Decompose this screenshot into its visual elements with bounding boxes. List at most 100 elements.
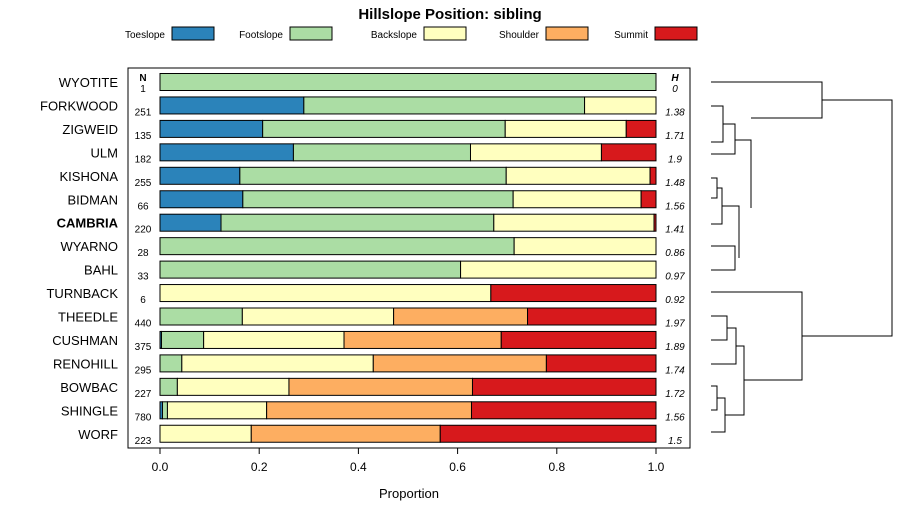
h-value: 1.5 [668,436,682,447]
n-value: 182 [135,154,152,165]
bar-segment-backslope [460,260,657,279]
n-value: 28 [137,248,149,259]
h-column-header: H [671,73,679,84]
dendrogram-branch [735,139,752,208]
bar-segment-backslope [181,354,374,373]
dendrogram-branch [711,315,728,341]
n-value: 6 [140,295,146,306]
x-tick-label: 0.8 [548,460,565,474]
chart-title: Hillslope Position: sibling [358,6,541,23]
row-label: THEEDLE [58,310,118,325]
bar-row: ZIGWEID 135 1.71 [62,119,685,142]
dendrogram [711,81,893,433]
dendrogram-branch [711,327,737,365]
bar-segment-summit [470,401,657,420]
bar-row: WYARNO 28 0.86 [60,237,685,259]
bar-row: BOWBAC 227 1.72 [60,377,685,400]
h-value: 1.72 [665,389,685,400]
bar-segment-backslope [504,119,627,138]
legend-label: Footslope [239,30,283,41]
legend: Toeslope Footslope Backslope Shoulder Summit [125,26,698,41]
n-value: 295 [135,365,152,376]
h-value: 0 [672,84,678,95]
bar-segment-summit [653,213,657,232]
bar-row: RENOHILL 295 1.74 [53,354,685,376]
h-value: 1.41 [665,225,684,236]
bar-segment-summit [640,190,657,209]
n-value: 780 [135,412,152,423]
n-value: 223 [135,436,152,447]
h-value: 0.86 [665,248,685,259]
row-label: FORKWOOD [40,98,118,113]
bar-segment-summit [649,166,657,185]
plot-frame [127,67,691,449]
row-label: BIDMAN [67,192,118,207]
legend-swatch [289,26,333,41]
x-tick-label: 0.4 [350,460,367,474]
bar-segment-toeslope [159,190,244,209]
x-tick-label: 0.2 [251,460,268,474]
n-value: 440 [135,319,152,330]
row-label: RENOHILL [53,356,118,371]
bar-segment-summit [490,284,657,303]
legend-label: Shoulder [499,30,540,41]
dendrogram-branch [711,177,718,199]
bar-segment-summit [545,354,657,373]
bar-segment-toeslope [159,143,294,162]
bar-row: KISHONA 255 1.48 [59,166,685,189]
dendrogram-branch [711,245,736,271]
bar-segment-backslope [584,96,657,115]
bar-segment-summit [600,143,657,162]
bar-segment-toeslope [159,119,264,138]
bar-segment-shoulder [288,377,473,396]
bar-segment-summit [527,307,657,326]
legend-swatch [545,26,589,41]
bar-segment-toeslope [159,166,241,185]
bar-row: SHINGLE 780 1.56 [61,401,685,423]
h-value: 1.89 [665,342,685,353]
dendrogram-branch [722,205,740,258]
bar-segment-backslope [505,166,651,185]
n-value: 135 [135,131,152,142]
dendrogram-branch [711,81,823,119]
bar-segment-toeslope [159,213,222,232]
n-value: 375 [135,342,152,353]
legend-swatch [171,26,215,41]
bar-segment-footslope [159,237,515,256]
bar-row: FORKWOOD 251 1.38 [40,96,685,118]
bar-segment-footslope [160,330,205,349]
h-value: 1.9 [668,154,682,165]
h-value: 1.71 [665,131,684,142]
dendrogram-branch [725,345,745,416]
row-label: WYOTITE [59,75,119,90]
bar-row: BIDMAN 66 1.56 [67,190,685,212]
bar-segment-footslope [159,73,657,91]
row-label: WYARNO [60,239,118,254]
bar-row: WORF 223 1.5 [78,424,682,447]
n-value: 33 [137,272,149,283]
bar-segment-footslope [220,213,495,232]
bar-row: BAHL 33 0.97 [84,260,685,283]
row-label: WORF [78,427,118,442]
bar-segment-shoulder [266,401,472,420]
bar-segment-backslope [241,307,395,326]
bar-segment-footslope [161,401,168,420]
h-value: 1.97 [665,319,685,330]
legend-swatch [654,26,698,41]
bar-segment-shoulder [393,307,529,326]
legend-swatch [423,26,467,41]
row-label: SHINGLE [61,403,118,418]
dendrogram-branch [711,397,726,433]
row-label: BOWBAC [60,380,118,395]
bar-segment-backslope [469,143,602,162]
row-label: TURNBACK [46,286,118,301]
n-value: 255 [135,178,152,189]
dendrogram-branch [711,105,724,143]
bar-segment-backslope [159,284,492,303]
bar-row: CUSHMAN 375 1.89 [52,330,685,353]
bar-segment-footslope [303,96,586,115]
bar-segment-footslope [159,377,178,396]
x-axis-title: Proportion [379,486,439,501]
legend-label: Summit [614,30,648,41]
